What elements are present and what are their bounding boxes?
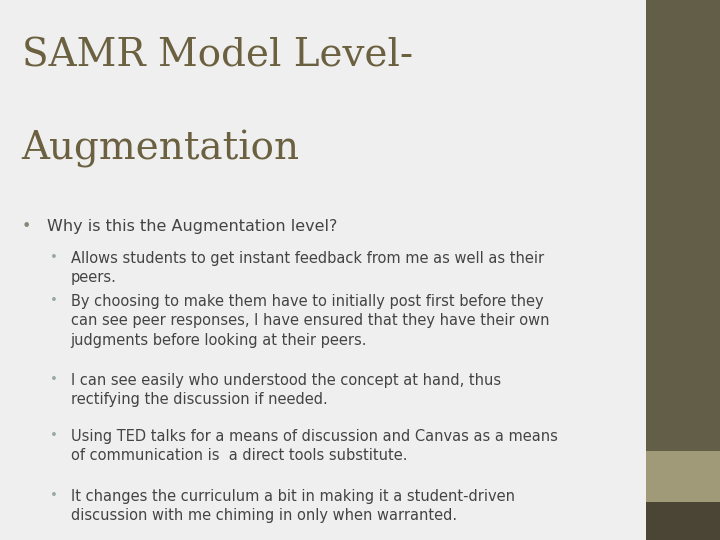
Text: •: • xyxy=(50,429,58,442)
Bar xyxy=(0,0,646,540)
Text: •: • xyxy=(50,251,58,264)
Text: Using TED talks for a means of discussion and Canvas as a means
of communication: Using TED talks for a means of discussio… xyxy=(71,429,557,463)
Text: Why is this the Augmentation level?: Why is this the Augmentation level? xyxy=(47,219,337,234)
Text: Augmentation: Augmentation xyxy=(22,130,300,167)
Text: SAMR Model Level-: SAMR Model Level- xyxy=(22,38,413,75)
Text: By choosing to make them have to initially post first before they
can see peer r: By choosing to make them have to initial… xyxy=(71,294,549,348)
Text: •: • xyxy=(50,489,58,502)
Text: I can see easily who understood the concept at hand, thus
rectifying the discuss: I can see easily who understood the conc… xyxy=(71,373,500,407)
Text: •: • xyxy=(22,219,31,234)
Text: •: • xyxy=(50,373,58,386)
Text: Allows students to get instant feedback from me as well as their
peers.: Allows students to get instant feedback … xyxy=(71,251,544,285)
Bar xyxy=(646,502,720,540)
Bar xyxy=(646,451,720,502)
Text: It changes the curriculum a bit in making it a student-driven
discussion with me: It changes the curriculum a bit in makin… xyxy=(71,489,515,523)
Bar xyxy=(646,0,720,451)
Text: •: • xyxy=(50,294,58,307)
